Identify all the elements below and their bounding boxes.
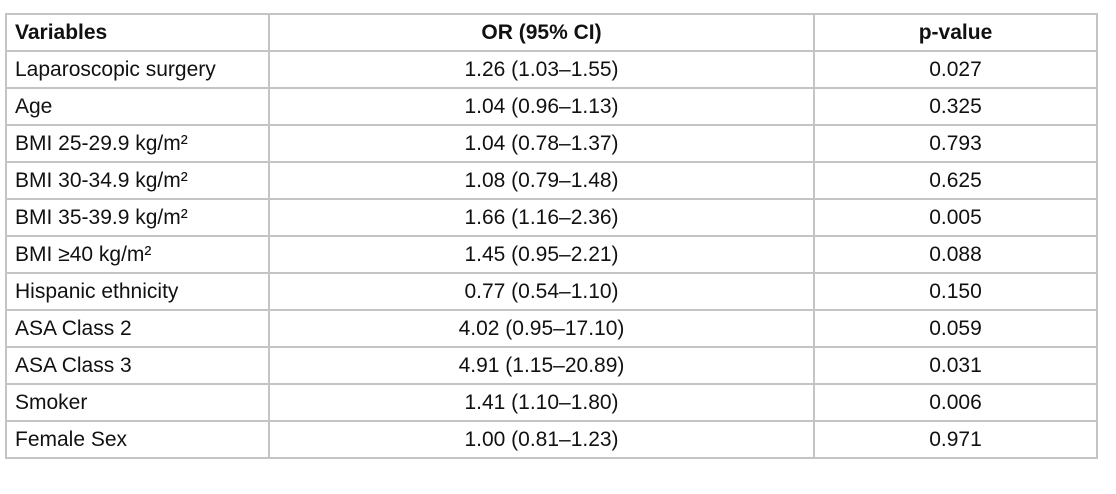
variable-cell: ASA Class 2 <box>5 309 270 348</box>
table-row: BMI 30-34.9 kg/m² 1.08 (0.79–1.48) 0.625 <box>5 161 1098 200</box>
or-ci-cell: 1.04 (0.78–1.37) <box>268 124 815 163</box>
table-row: Hispanic ethnicity 0.77 (0.54–1.10) 0.150 <box>5 272 1098 311</box>
table-row: Age 1.04 (0.96–1.13) 0.325 <box>5 87 1098 126</box>
variable-cell: Female Sex <box>5 420 270 459</box>
variable-cell: Age <box>5 87 270 126</box>
table-row: BMI 35-39.9 kg/m² 1.66 (1.16–2.36) 0.005 <box>5 198 1098 237</box>
or-ci-cell: 1.04 (0.96–1.13) <box>268 87 815 126</box>
or-ci-cell: 1.45 (0.95–2.21) <box>268 235 815 274</box>
p-value-cell: 0.625 <box>813 161 1098 200</box>
table-header-row: Variables OR (95% CI) p-value <box>5 13 1098 52</box>
or-ci-cell: 0.77 (0.54–1.10) <box>268 272 815 311</box>
or-ci-cell: 1.66 (1.16–2.36) <box>268 198 815 237</box>
header-p-value: p-value <box>813 13 1098 52</box>
odds-ratio-table: Variables OR (95% CI) p-value Laparoscop… <box>5 13 1098 459</box>
or-ci-cell: 4.91 (1.15–20.89) <box>268 346 815 385</box>
p-value-cell: 0.006 <box>813 383 1098 422</box>
p-value-cell: 0.150 <box>813 272 1098 311</box>
table-row: Laparoscopic surgery 1.26 (1.03–1.55) 0.02… <box>5 50 1098 89</box>
variable-cell: ASA Class 3 <box>5 346 270 385</box>
p-value-cell: 0.005 <box>813 198 1098 237</box>
header-or-ci: OR (95% CI) <box>268 13 815 52</box>
table-row: Female Sex 1.00 (0.81–1.23) 0.971 <box>5 420 1098 459</box>
variable-cell: Laparoscopic surgery <box>5 50 270 89</box>
header-variables: Variables <box>5 13 270 52</box>
variable-cell: BMI ≥40 kg/m² <box>5 235 270 274</box>
variable-cell: Smoker <box>5 383 270 422</box>
p-value-cell: 0.088 <box>813 235 1098 274</box>
p-value-cell: 0.031 <box>813 346 1098 385</box>
p-value-cell: 0.027 <box>813 50 1098 89</box>
variable-cell: BMI 25-29.9 kg/m² <box>5 124 270 163</box>
table-row: ASA Class 2 4.02 (0.95–17.10) 0.059 <box>5 309 1098 348</box>
p-value-cell: 0.059 <box>813 309 1098 348</box>
table-row: BMI ≥40 kg/m² 1.45 (0.95–2.21) 0.088 <box>5 235 1098 274</box>
variable-cell: Hispanic ethnicity <box>5 272 270 311</box>
table-row: ASA Class 3 4.91 (1.15–20.89) 0.031 <box>5 346 1098 385</box>
or-ci-cell: 1.08 (0.79–1.48) <box>268 161 815 200</box>
p-value-cell: 0.325 <box>813 87 1098 126</box>
table-row: BMI 25-29.9 kg/m² 1.04 (0.78–1.37) 0.793 <box>5 124 1098 163</box>
p-value-cell: 0.793 <box>813 124 1098 163</box>
or-ci-cell: 1.41 (1.10–1.80) <box>268 383 815 422</box>
or-ci-cell: 1.26 (1.03–1.55) <box>268 50 815 89</box>
p-value-cell: 0.971 <box>813 420 1098 459</box>
variable-cell: BMI 35-39.9 kg/m² <box>5 198 270 237</box>
variable-cell: BMI 30-34.9 kg/m² <box>5 161 270 200</box>
or-ci-cell: 1.00 (0.81–1.23) <box>268 420 815 459</box>
table-row: Smoker 1.41 (1.10–1.80) 0.006 <box>5 383 1098 422</box>
or-ci-cell: 4.02 (0.95–17.10) <box>268 309 815 348</box>
